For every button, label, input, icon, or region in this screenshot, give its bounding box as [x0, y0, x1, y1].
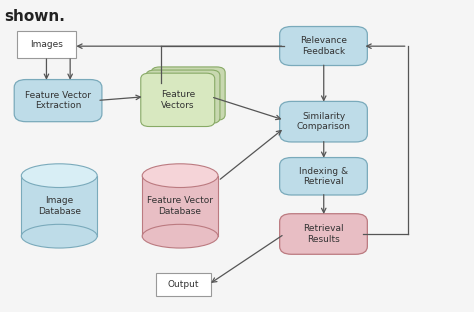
Ellipse shape	[142, 164, 218, 188]
Text: Relevance
Feedback: Relevance Feedback	[300, 36, 347, 56]
FancyBboxPatch shape	[14, 80, 102, 122]
Text: Feature Vector
Extraction: Feature Vector Extraction	[25, 91, 91, 110]
Text: Indexing &
Retrieval: Indexing & Retrieval	[299, 167, 348, 186]
Text: shown.: shown.	[5, 9, 65, 24]
Text: Feature
Vectors: Feature Vectors	[161, 90, 195, 110]
Ellipse shape	[21, 224, 97, 248]
Ellipse shape	[21, 164, 97, 188]
Bar	[21, 176, 97, 236]
Text: Image
Database: Image Database	[38, 196, 81, 216]
Bar	[142, 176, 218, 236]
FancyBboxPatch shape	[280, 158, 367, 195]
FancyBboxPatch shape	[156, 273, 211, 296]
Text: Feature Vector
Database: Feature Vector Database	[147, 196, 213, 216]
Text: Images: Images	[30, 40, 63, 49]
FancyBboxPatch shape	[280, 27, 367, 66]
Ellipse shape	[142, 224, 218, 248]
FancyBboxPatch shape	[280, 101, 367, 142]
FancyBboxPatch shape	[141, 73, 215, 127]
FancyBboxPatch shape	[280, 214, 367, 254]
Text: Retrieval
Results: Retrieval Results	[303, 224, 344, 244]
Text: Similarity
Comparison: Similarity Comparison	[297, 112, 350, 131]
FancyBboxPatch shape	[151, 67, 225, 120]
FancyBboxPatch shape	[146, 70, 220, 123]
FancyBboxPatch shape	[17, 31, 76, 58]
Text: Output: Output	[168, 280, 200, 289]
